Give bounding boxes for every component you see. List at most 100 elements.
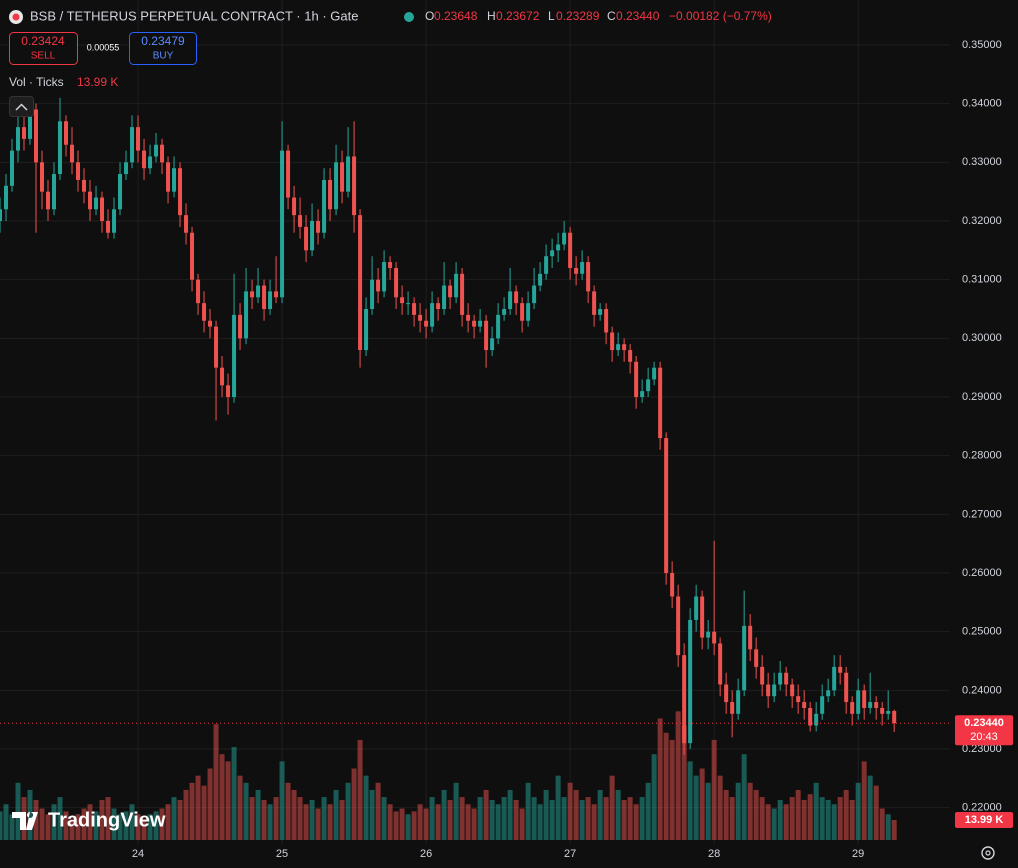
candle-body — [268, 291, 273, 310]
volume-bar — [357, 739, 363, 840]
candle-body — [208, 320, 213, 327]
volume-bar — [69, 818, 75, 840]
volume-bar — [3, 804, 9, 840]
candle-body — [610, 332, 615, 351]
candle-body — [484, 320, 489, 351]
volume-bar — [123, 811, 129, 840]
volume-bar — [669, 739, 675, 840]
candle-body — [880, 707, 885, 714]
buy-button[interactable] — [129, 32, 197, 65]
volume-bar — [687, 761, 693, 840]
y-tick-label: 0.33000 — [962, 156, 1002, 168]
candle-body — [496, 314, 501, 339]
volume-legend-label: Vol · Ticks — [9, 75, 64, 89]
candle-body — [706, 631, 711, 638]
volume-bar — [477, 797, 483, 840]
volume-bar — [141, 818, 147, 840]
ohlc-value: 0.23648 — [434, 9, 478, 23]
ohlc-label: O — [425, 9, 434, 23]
volume-bar — [441, 789, 447, 840]
volume-bar — [339, 799, 345, 840]
volume-bar — [543, 789, 549, 840]
volume-bar — [273, 797, 279, 840]
candle-body — [580, 262, 585, 274]
candle-body — [868, 702, 873, 708]
candle-body — [70, 144, 75, 163]
volume-bar — [447, 799, 453, 840]
volume-bar — [549, 799, 555, 840]
volume-bar — [837, 797, 843, 840]
candle-body — [676, 596, 681, 656]
candle-body — [112, 209, 117, 233]
volume-bar — [93, 811, 99, 840]
symbol-logo-dot — [12, 13, 20, 21]
settings-icon[interactable] — [981, 846, 995, 860]
volume-bar — [435, 804, 441, 840]
candle-body — [406, 303, 411, 305]
volume-bar — [651, 754, 657, 840]
candle-body — [178, 168, 183, 216]
volume-bar — [813, 782, 819, 840]
candle-body — [604, 309, 609, 333]
candle-body — [34, 109, 39, 163]
sell-price[interactable]: 0.23424 — [21, 34, 65, 48]
candle-body — [730, 702, 735, 714]
candle-body — [586, 262, 591, 292]
candle-body — [412, 303, 417, 315]
candle-body — [448, 285, 453, 298]
volume-bar — [0, 811, 3, 840]
x-tick-label: 24 — [132, 848, 144, 860]
ohlc-label: L — [548, 9, 555, 23]
candle-body — [124, 162, 129, 175]
volume-bar — [33, 799, 39, 840]
candle-body — [100, 197, 105, 222]
candle-body — [136, 127, 141, 151]
candle-body — [220, 367, 225, 386]
chevron-icon[interactable] — [15, 103, 28, 111]
y-tick-label: 0.35000 — [962, 39, 1002, 51]
volume-bar — [465, 804, 471, 840]
volume-bar — [135, 814, 141, 840]
volume-bar — [237, 775, 243, 840]
candle-body — [64, 121, 69, 145]
volume-bar — [345, 782, 351, 840]
sell-button[interactable] — [9, 32, 78, 65]
buy-price[interactable]: 0.23479 — [141, 34, 185, 48]
volume-bar — [363, 775, 369, 840]
collapse-button[interactable] — [9, 96, 34, 117]
volume-bar — [633, 804, 639, 840]
buy-label[interactable]: BUY — [153, 51, 174, 62]
volume-bar — [615, 789, 621, 840]
candle-body — [466, 314, 471, 321]
candle-body — [874, 702, 879, 708]
candle-body — [10, 150, 15, 186]
volume-bar — [231, 747, 237, 840]
volume-bar — [609, 775, 615, 840]
price-tag-label: 0.23440 — [964, 717, 1004, 729]
candle-body — [160, 144, 165, 163]
volume-bar — [489, 799, 495, 840]
volume-bar — [63, 811, 69, 840]
ohlc-value: 0.23672 — [496, 9, 540, 23]
volume-bar — [315, 808, 321, 840]
volume-bar — [201, 785, 207, 840]
candle-body — [490, 338, 495, 351]
candle-body — [334, 162, 339, 210]
x-tick-label: 26 — [420, 848, 432, 860]
volume-bar — [831, 804, 837, 840]
ohlc-label: H — [487, 9, 496, 23]
volume-bar — [429, 797, 435, 840]
volume-bar — [207, 768, 213, 840]
sell-label[interactable]: SELL — [31, 51, 56, 62]
volume-tag — [955, 811, 1013, 828]
candle-body — [508, 291, 513, 310]
candle-body — [16, 127, 21, 151]
candle-body — [616, 344, 621, 351]
volume-bar — [555, 775, 561, 840]
settings-icon-center[interactable] — [985, 850, 991, 856]
volume-bar — [57, 797, 63, 840]
candle-body — [886, 711, 891, 714]
volume-bar — [879, 808, 885, 840]
ohlc-label: C — [607, 9, 616, 23]
volume-bar — [567, 782, 573, 840]
